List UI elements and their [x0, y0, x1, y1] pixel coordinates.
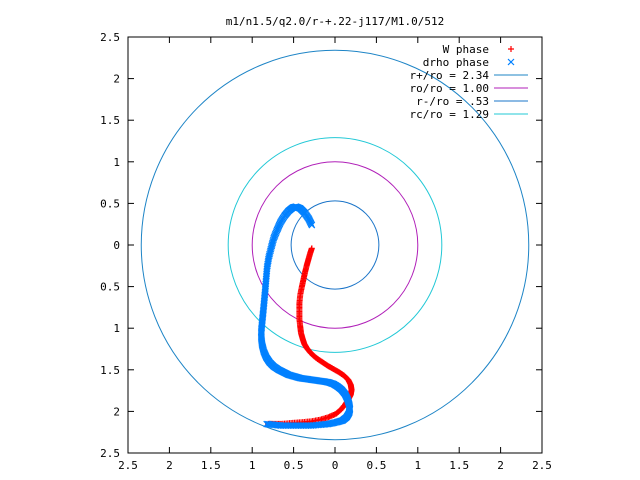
legend-label: r-/ro = .53	[416, 95, 489, 108]
x-tick-label: 2	[497, 459, 504, 472]
y-tick-label: 2	[113, 405, 120, 418]
legend-marker	[507, 58, 515, 66]
legend-marker	[508, 46, 514, 52]
legend-label: r+/ro = 2.34	[410, 69, 490, 82]
x-tick-label: 1.5	[201, 459, 221, 472]
x-tick-label: 2.5	[532, 459, 552, 472]
x-tick-label: 2.5	[118, 459, 138, 472]
x-tick-label: 2	[166, 459, 173, 472]
y-tick-label: 1.5	[100, 114, 120, 127]
circle-5	[227, 137, 443, 353]
legend-label: ro/ro = 1.00	[410, 82, 489, 95]
y-tick-label: 2.5	[100, 447, 120, 460]
y-tick-label: 1.5	[100, 364, 120, 377]
x-tick-label: 1	[249, 459, 256, 472]
x-tick-label: 0.5	[366, 459, 386, 472]
x-tick-label: 1	[414, 459, 421, 472]
circle-4	[290, 200, 380, 290]
y-tick-label: 2.5	[100, 31, 120, 44]
circle-3	[251, 161, 419, 329]
series-marks	[140, 49, 530, 441]
chart-title: m1/n1.5/q2.0/r-+.22-j117/M1.0/512	[226, 15, 445, 28]
x-tick-label: 0.5	[284, 459, 304, 472]
data-point	[265, 420, 273, 428]
y-tick-label: 0	[113, 239, 120, 252]
circle-2	[140, 49, 530, 441]
legend-label: drho phase	[423, 56, 489, 69]
data-point	[263, 420, 271, 428]
y-tick-label: 1	[113, 322, 120, 335]
y-tick-label: 2	[113, 73, 120, 86]
legend-label: W phase	[443, 43, 489, 56]
data-point	[264, 420, 272, 428]
series-1	[257, 203, 354, 429]
axis-ticks: 2.5 2 1.5 1 0.5 0 0.5 1 1.5 2 2.52.521.510.500.511…	[100, 31, 552, 472]
x-tick-label: 0	[332, 459, 339, 472]
legend-label: rc/ro = 1.29	[410, 108, 489, 121]
x-tick-label: 1.5	[449, 459, 469, 472]
y-tick-label: 0.5	[100, 197, 120, 210]
y-tick-label: 1	[113, 156, 120, 169]
y-tick-label: 0.5	[100, 281, 120, 294]
